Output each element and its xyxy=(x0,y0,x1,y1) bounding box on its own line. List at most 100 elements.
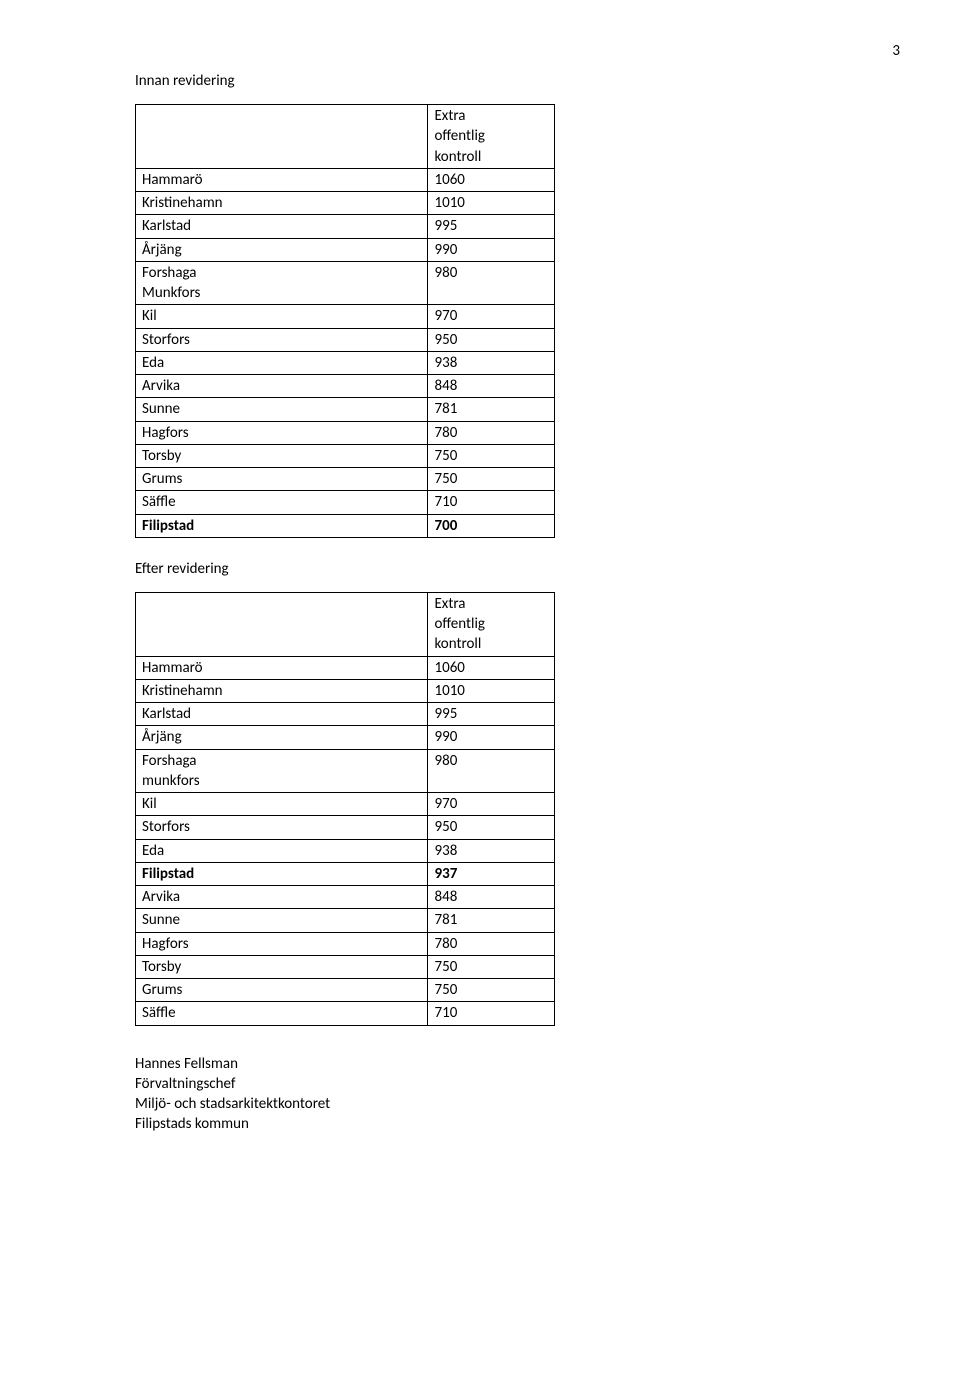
row-value-cell: 781 xyxy=(428,398,555,421)
row-value-cell: 1010 xyxy=(428,679,555,702)
row-name-cell: Eda xyxy=(136,351,428,374)
row-value-cell: 938 xyxy=(428,839,555,862)
row-name-cell: Säffle xyxy=(136,1002,428,1025)
row-value-cell: 980 xyxy=(428,261,555,305)
row-value-cell: 1060 xyxy=(428,168,555,191)
row-value-cell: 848 xyxy=(428,375,555,398)
row-value-cell: 970 xyxy=(428,305,555,328)
table-row: Sunne781 xyxy=(136,398,555,421)
row-value-cell: 780 xyxy=(428,932,555,955)
table-row: Arvika848 xyxy=(136,375,555,398)
header-value-cell: Extraoffentligkontroll xyxy=(428,592,555,656)
table-header-row: Extraoffentligkontroll xyxy=(136,105,555,169)
table-row: Årjäng990 xyxy=(136,238,555,261)
row-value-cell: 995 xyxy=(428,703,555,726)
table-row: Kristinehamn1010 xyxy=(136,679,555,702)
row-name-cell: Grums xyxy=(136,979,428,1002)
page-container: 3 Innan revidering Extraoffentligkontrol… xyxy=(0,0,960,1391)
table-row: Eda938 xyxy=(136,351,555,374)
sign-off-block: Hannes FellsmanFörvaltningschefMiljö- oc… xyxy=(135,1054,850,1135)
section1-title: Innan revidering xyxy=(135,72,850,90)
row-value-cell: 700 xyxy=(428,514,555,537)
row-value-cell: 750 xyxy=(428,444,555,467)
table-row: Filipstad700 xyxy=(136,514,555,537)
row-name-cell: Torsby xyxy=(136,955,428,978)
row-value-cell: 1060 xyxy=(428,656,555,679)
table-row: Säffle710 xyxy=(136,491,555,514)
page-number: 3 xyxy=(892,42,900,60)
row-name-cell: Sunne xyxy=(136,398,428,421)
row-value-cell: 970 xyxy=(428,793,555,816)
table-row: Grums750 xyxy=(136,979,555,1002)
row-name-cell: Kil xyxy=(136,793,428,816)
header-name-cell xyxy=(136,592,428,656)
table-row: Kil970 xyxy=(136,305,555,328)
row-value-cell: 780 xyxy=(428,421,555,444)
section2-title: Efter revidering xyxy=(135,560,850,578)
table-row: Sunne781 xyxy=(136,909,555,932)
row-name-cell: Arvika xyxy=(136,886,428,909)
row-name-cell: Filipstad xyxy=(136,514,428,537)
row-value-cell: 710 xyxy=(428,1002,555,1025)
row-name-cell: Sunne xyxy=(136,909,428,932)
table-row: Arvika848 xyxy=(136,886,555,909)
row-name-cell: Hagfors xyxy=(136,421,428,444)
row-value-cell: 781 xyxy=(428,909,555,932)
row-value-cell: 995 xyxy=(428,215,555,238)
row-name-cell: Kristinehamn xyxy=(136,192,428,215)
row-name-cell: Filipstad xyxy=(136,862,428,885)
table-row: Hammarö1060 xyxy=(136,168,555,191)
row-name-cell: Kil xyxy=(136,305,428,328)
table-row: Hammarö1060 xyxy=(136,656,555,679)
row-value-cell: 750 xyxy=(428,955,555,978)
row-value-cell: 938 xyxy=(428,351,555,374)
row-name-cell: Årjäng xyxy=(136,238,428,261)
row-name-cell: Årjäng xyxy=(136,726,428,749)
row-name-cell: Kristinehamn xyxy=(136,679,428,702)
table-row: Kil970 xyxy=(136,793,555,816)
row-name-cell: Hagfors xyxy=(136,932,428,955)
row-name-cell: Arvika xyxy=(136,375,428,398)
row-name-cell: Storfors xyxy=(136,328,428,351)
table-row: Torsby750 xyxy=(136,444,555,467)
row-name-cell: Storfors xyxy=(136,816,428,839)
row-value-cell: 980 xyxy=(428,749,555,793)
row-name-cell: Hammarö xyxy=(136,656,428,679)
row-value-cell: 710 xyxy=(428,491,555,514)
signoff-line: Miljö- och stadsarkitektkontoret xyxy=(135,1095,330,1113)
header-name-cell xyxy=(136,105,428,169)
row-name-cell: Forshagamunkfors xyxy=(136,749,428,793)
table-efter-revidering: ExtraoffentligkontrollHammarö1060Kristin… xyxy=(135,592,555,1026)
table-row: ForshagaMunkfors980 xyxy=(136,261,555,305)
table-row: Hagfors780 xyxy=(136,932,555,955)
table-row: Torsby750 xyxy=(136,955,555,978)
row-name-cell: Säffle xyxy=(136,491,428,514)
row-name-cell: Karlstad xyxy=(136,215,428,238)
table-row: Grums750 xyxy=(136,468,555,491)
row-name-cell: Torsby xyxy=(136,444,428,467)
table-row: Kristinehamn1010 xyxy=(136,192,555,215)
table-header-row: Extraoffentligkontroll xyxy=(136,592,555,656)
header-value-cell: Extraoffentligkontroll xyxy=(428,105,555,169)
row-value-cell: 848 xyxy=(428,886,555,909)
table-row: Storfors950 xyxy=(136,328,555,351)
row-name-cell: Eda xyxy=(136,839,428,862)
row-value-cell: 1010 xyxy=(428,192,555,215)
row-name-cell: ForshagaMunkfors xyxy=(136,261,428,305)
signoff-line: Filipstads kommun xyxy=(135,1115,249,1133)
row-value-cell: 750 xyxy=(428,979,555,1002)
row-name-cell: Karlstad xyxy=(136,703,428,726)
table-row: Eda938 xyxy=(136,839,555,862)
table-row: Karlstad995 xyxy=(136,215,555,238)
row-value-cell: 990 xyxy=(428,238,555,261)
table-row: Hagfors780 xyxy=(136,421,555,444)
row-value-cell: 750 xyxy=(428,468,555,491)
table-row: Säffle710 xyxy=(136,1002,555,1025)
signoff-line: Hannes Fellsman xyxy=(135,1055,238,1073)
row-value-cell: 937 xyxy=(428,862,555,885)
row-name-cell: Grums xyxy=(136,468,428,491)
row-value-cell: 950 xyxy=(428,816,555,839)
table-row: Karlstad995 xyxy=(136,703,555,726)
table-row: Forshagamunkfors980 xyxy=(136,749,555,793)
table-row: Årjäng990 xyxy=(136,726,555,749)
